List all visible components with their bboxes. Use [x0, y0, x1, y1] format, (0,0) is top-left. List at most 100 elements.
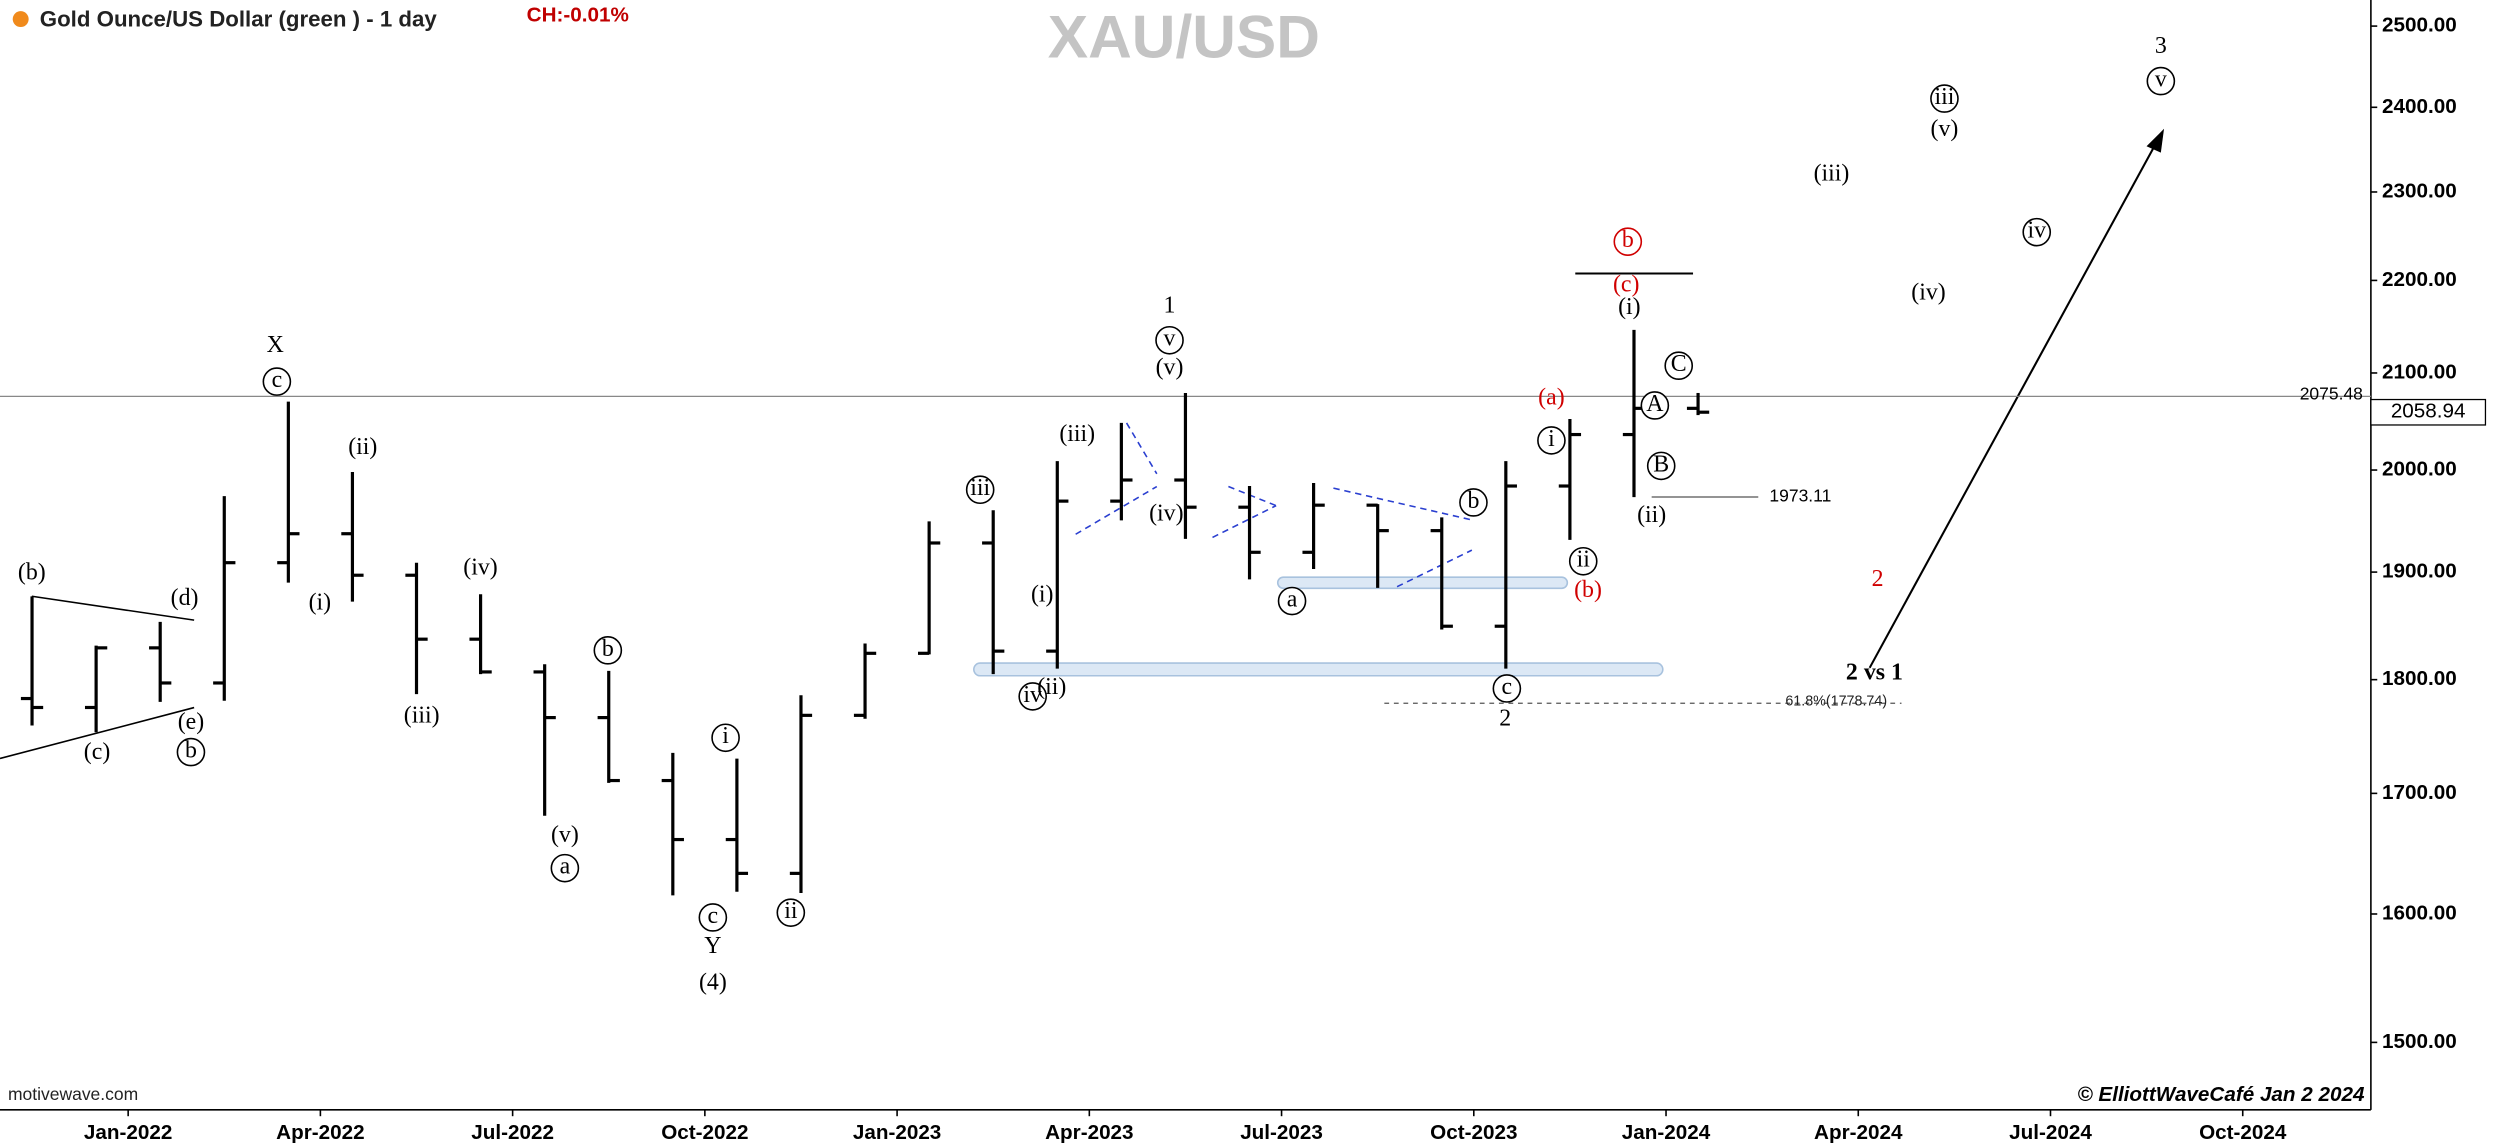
y-tick-label: 2500.00	[2382, 14, 2457, 37]
wave-label: 3	[2155, 33, 2167, 59]
wave-label: b	[1467, 488, 1479, 514]
wave-label: (i)	[1618, 294, 1641, 320]
wave-circle	[1568, 546, 1598, 576]
wave-label: c	[708, 903, 719, 929]
wave-label: (ii)	[1037, 674, 1066, 700]
y-tick-label: 2400.00	[2382, 95, 2457, 118]
symbol: Gold Ounce/US Dollar (green ) - 1 day	[40, 7, 438, 32]
wave-circle	[2146, 66, 2176, 96]
wave-label: b	[1622, 227, 1634, 253]
y-tick-label: 1800.00	[2382, 667, 2457, 690]
trend-line	[31, 595, 195, 621]
wave-label: (v)	[1931, 116, 1959, 142]
wave-circle	[176, 737, 206, 767]
wave-circle	[2022, 217, 2052, 247]
wave-label: C	[1671, 351, 1687, 377]
wave-label: ii	[1577, 547, 1591, 573]
wave-label: (c)	[84, 739, 110, 765]
price-tag-label: 2058.94	[2391, 400, 2466, 423]
wave-label: 2 vs 1	[1846, 660, 1903, 686]
projection-arrow	[1868, 142, 2157, 669]
pattern-lines	[1075, 422, 1473, 588]
wave-label: c	[272, 367, 283, 393]
wave-circle	[1640, 391, 1670, 420]
wave-label: i	[722, 723, 729, 749]
wave-label: (a)	[1538, 385, 1564, 411]
wave-label: (4)	[699, 970, 727, 996]
wave-label: (iii)	[1814, 160, 1850, 186]
x-tick-label: Jul-2022	[471, 1121, 554, 1144]
wave-label: b	[602, 636, 614, 662]
arrow-head	[2146, 128, 2165, 153]
wave-label: a	[1287, 587, 1298, 613]
pattern-line	[1333, 487, 1473, 521]
wave-label: (ii)	[1637, 502, 1666, 528]
y-tick-label: 2300.00	[2382, 179, 2457, 202]
y-tick-label: 1500.00	[2382, 1030, 2457, 1053]
wave-label: v	[1164, 326, 1176, 352]
wave-circle	[776, 898, 806, 927]
wave-label: iv	[2027, 218, 2046, 244]
wave-label: i	[1548, 426, 1555, 452]
source: motivewave.com	[8, 1084, 138, 1104]
wave-circle	[1646, 451, 1676, 481]
wave-label: v	[2155, 67, 2167, 93]
y-tick-label: 2200.00	[2382, 268, 2457, 291]
wave-circle	[1155, 325, 1184, 355]
wave-label: (iii)	[404, 703, 440, 729]
wave-label: 2	[1499, 706, 1511, 732]
wave-label: iv	[1023, 682, 1042, 708]
wave-label: c	[1502, 674, 1513, 700]
wave-label: 2	[1872, 566, 1884, 592]
wave-label: B	[1653, 451, 1669, 477]
wave-label: (v)	[1156, 354, 1184, 380]
x-tick-label: Apr-2022	[276, 1121, 364, 1144]
wave-label: a	[560, 854, 571, 880]
wave-circle	[593, 636, 623, 665]
wave-circle	[262, 367, 292, 396]
wave-label: iii	[1935, 84, 1955, 110]
wave-circle	[1492, 674, 1522, 703]
wave-circle	[965, 475, 995, 505]
wave-circle	[1277, 586, 1307, 616]
x-tick-label: Jul-2023	[1240, 1121, 1323, 1144]
chart-title: XAU/USD	[1048, 2, 1320, 70]
y-tick-label: 2000.00	[2382, 457, 2457, 480]
credit: © ElliottWaveCafé Jan 2 2024	[2077, 1083, 2365, 1106]
wave-circle	[1018, 682, 1048, 711]
x-tick-label: Apr-2023	[1045, 1121, 1133, 1144]
wave-circle	[698, 903, 728, 932]
symbol-dot	[12, 11, 29, 28]
pattern-line	[1125, 422, 1158, 475]
wave-label: (iv)	[463, 555, 497, 581]
wave-label: (e)	[178, 709, 204, 735]
support-zone	[973, 662, 1664, 677]
x-tick-label: Oct-2023	[1430, 1121, 1517, 1144]
wave-label: (ii)	[348, 434, 377, 460]
x-tick-label: Apr-2024	[1814, 1121, 1903, 1144]
wave-label: (iv)	[1911, 280, 1945, 306]
wave-label: (c)	[1613, 272, 1639, 298]
x-tick-label: Oct-2024	[2199, 1121, 2287, 1144]
wave-label: 1	[1164, 292, 1176, 318]
change: CH:-0.01%	[527, 3, 629, 26]
wave-circle	[550, 853, 580, 883]
wave-label: (iv)	[1149, 501, 1183, 527]
wave-label: (v)	[551, 822, 579, 848]
pattern-line	[1212, 504, 1277, 539]
wave-label: A	[1646, 391, 1664, 417]
price-line-label: 2075.48	[2300, 383, 2363, 403]
wave-label: (iii)	[1059, 421, 1095, 447]
wave-label: ii	[784, 898, 798, 924]
wave-label: (b)	[1574, 577, 1602, 603]
price-tag	[2370, 398, 2487, 426]
wave-circle	[1664, 351, 1694, 381]
wave-label: X	[267, 332, 284, 358]
wave-circle	[1930, 84, 1959, 113]
support-zone	[1276, 576, 1569, 590]
wave-circle	[1537, 426, 1566, 455]
wave-label: (i)	[1031, 582, 1054, 608]
pattern-line	[1228, 485, 1277, 507]
wave-circle	[1459, 488, 1488, 517]
